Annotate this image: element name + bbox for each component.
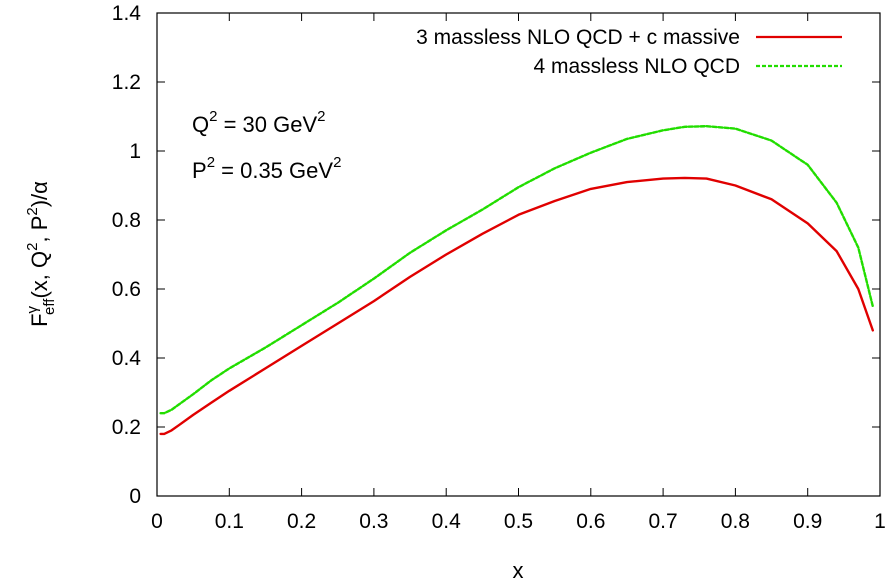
annotation-q2-sup: 2 (209, 108, 217, 125)
y-tick-label: 1 (129, 140, 141, 163)
series-line-2 (159, 124, 874, 415)
y-tick-label: 0 (129, 485, 141, 508)
y-axis-label-sub: eff (41, 298, 58, 315)
series-line-1 (159, 176, 874, 436)
y-axis-label-args-sup1: 2 (24, 243, 41, 251)
x-tick-label: 0 (151, 510, 163, 533)
y-tick-label: 0.6 (112, 278, 141, 301)
annotation-p2: P2 = 0.35 GeV2 (192, 154, 341, 183)
y-tick-label: 0.4 (112, 347, 142, 370)
x-tick-label: 0.5 (504, 510, 533, 533)
x-tick-label: 0.1 (215, 510, 244, 533)
legend: 3 massless NLO QCD + c massive 4 massles… (416, 26, 842, 78)
annotation-p2-sup2: 2 (333, 154, 341, 171)
x-tick-label: 1 (874, 510, 886, 533)
legend-label-series-1: 3 massless NLO QCD + c massive (416, 26, 740, 49)
y-tick-label: 1.4 (112, 2, 142, 25)
x-tick-label: 0.3 (359, 510, 388, 533)
annotation-p2-sup: 2 (207, 154, 215, 171)
y-tick-label: 1.2 (112, 71, 141, 94)
annotation-q2-rest: = 30 GeV (217, 112, 317, 137)
y-axis-label-args-open: (x, Q (27, 251, 52, 299)
y-axis-label-args-mid: , P (27, 216, 52, 243)
annotation-q2-base: Q (192, 112, 209, 137)
annotation-q2: Q2 = 30 GeV2 (192, 108, 326, 137)
x-axis-ticks: 0 0.1 0.2 0.3 0.4 0.5 0.6 0.7 0.8 0.9 1 (151, 13, 886, 533)
y-tick-label: 0.8 (112, 209, 141, 232)
y-axis-label-args-close: )/α (27, 181, 52, 207)
x-tick-label: 0.9 (793, 510, 822, 533)
annotation-q2-sup2: 2 (317, 108, 325, 125)
y-axis-label: Fγeff(x, Q2, P2)/α (24, 181, 58, 327)
x-tick-label: 0.2 (287, 510, 316, 533)
x-tick-label: 0.8 (721, 510, 750, 533)
annotation-p2-base: P (192, 158, 207, 183)
x-tick-label: 0.7 (648, 510, 677, 533)
x-tick-label: 0.4 (432, 510, 462, 533)
series-lines (159, 124, 874, 436)
y-tick-label: 0.2 (112, 416, 141, 439)
y-axis-label-sup: γ (24, 305, 41, 313)
y-axis-label-args-sup2: 2 (24, 207, 41, 215)
legend-label-series-2: 4 massless NLO QCD (533, 55, 740, 78)
y-axis-ticks: 0 0.2 0.4 0.6 0.8 1 1.2 1.4 (112, 2, 880, 508)
y-axis-label-base: F (27, 313, 52, 326)
plot-frame (156, 12, 881, 497)
annotation-p2-rest: = 0.35 GeV (215, 158, 333, 183)
x-axis-label: x (513, 558, 524, 583)
x-tick-label: 0.6 (576, 510, 605, 533)
